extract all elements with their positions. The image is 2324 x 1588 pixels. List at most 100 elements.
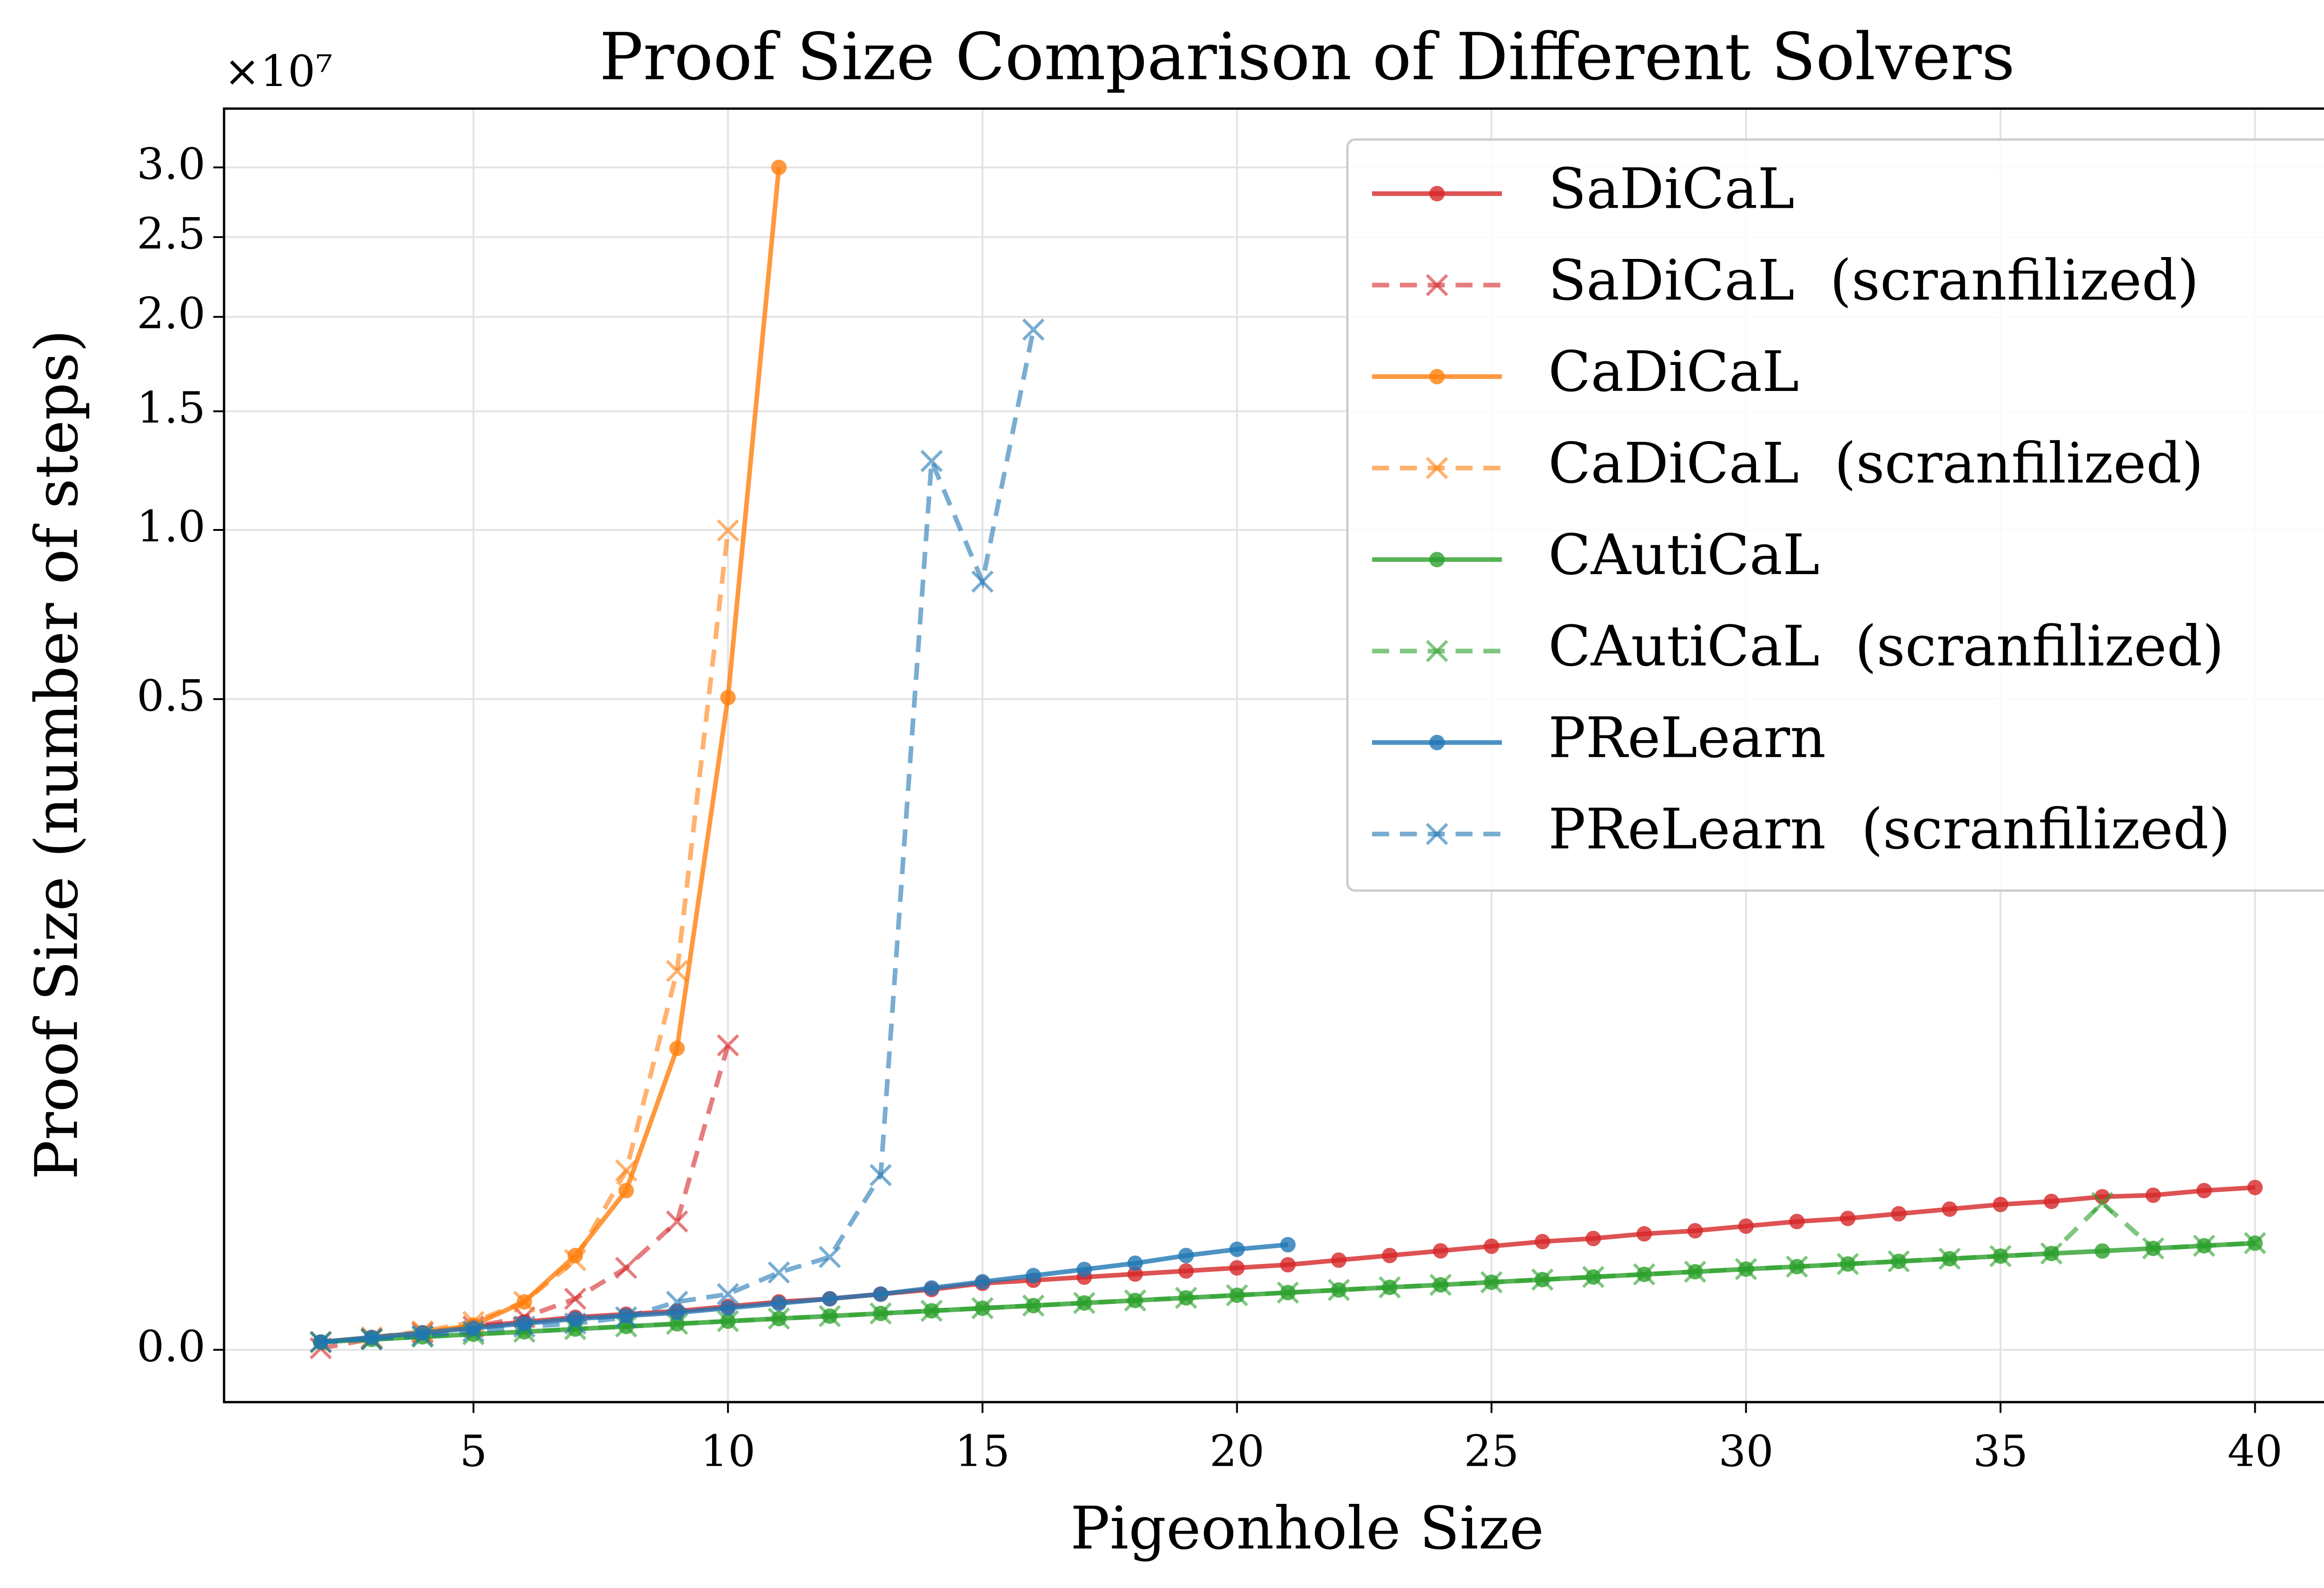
x-tick-label: 10 xyxy=(700,1426,755,1476)
x-tick-label: 35 xyxy=(1973,1426,2028,1476)
y-tick-label: 1.5 xyxy=(137,383,205,433)
data-point xyxy=(1127,1266,1143,1282)
data-point xyxy=(869,1302,892,1325)
data-point xyxy=(615,1315,638,1338)
data-point xyxy=(615,1159,638,1182)
data-point xyxy=(669,1040,685,1056)
y-tick-label: 1.0 xyxy=(137,501,205,551)
legend-label: CAutiCaL xyxy=(1548,523,1820,588)
data-point xyxy=(1178,1248,1194,1264)
data-point xyxy=(666,959,688,982)
x-tick-label: 15 xyxy=(955,1426,1010,1476)
legend-label: SaDiCaL xyxy=(1548,157,1795,222)
data-point xyxy=(717,519,739,542)
data-point xyxy=(1229,1241,1245,1257)
legend-label: PReLearn (scranfilized) xyxy=(1548,797,2231,862)
data-point xyxy=(1836,1253,1859,1275)
data-point xyxy=(771,159,787,175)
data-point xyxy=(720,689,736,706)
y-tick-label: 3.0 xyxy=(137,139,205,189)
data-point xyxy=(771,1296,787,1311)
data-point xyxy=(1280,1237,1296,1253)
data-point xyxy=(1684,1260,1706,1283)
data-point xyxy=(615,1306,638,1329)
data-point xyxy=(564,1287,587,1310)
data-point xyxy=(1178,1263,1194,1279)
data-point xyxy=(1993,1197,2008,1212)
data-point xyxy=(1891,1206,1907,1222)
data-point xyxy=(564,1249,587,1271)
legend-label: PReLearn xyxy=(1548,706,1826,770)
data-point xyxy=(767,1261,790,1284)
data-point xyxy=(924,1280,939,1296)
data-point xyxy=(1840,1211,1856,1226)
data-point xyxy=(1229,1260,1245,1276)
data-point xyxy=(720,1300,736,1316)
plot-frame xyxy=(223,107,2324,1403)
data-point xyxy=(1175,1286,1197,1309)
data-point xyxy=(873,1286,889,1302)
legend-box xyxy=(1346,138,2324,892)
data-point xyxy=(2247,1179,2263,1196)
data-point xyxy=(717,1310,739,1333)
series-line xyxy=(320,329,1036,1344)
y-axis-label: Proof Size (number of steps) xyxy=(22,330,91,1180)
x-tick-label: 25 xyxy=(1464,1426,1519,1476)
data-point xyxy=(717,1283,739,1305)
data-point xyxy=(975,1274,990,1290)
legend-label: CAutiCaL (scranfilized) xyxy=(1548,615,2224,679)
data-point xyxy=(1022,1294,1045,1317)
legend-marker xyxy=(1426,457,1448,479)
legend-label: CaDiCaL (scranfilized) xyxy=(1548,431,2204,496)
data-point xyxy=(666,1290,688,1313)
y-tick-label: 2.5 xyxy=(137,208,205,258)
data-point xyxy=(1786,1255,1808,1278)
y-tick-label: 2.0 xyxy=(137,288,205,338)
data-point xyxy=(1076,1262,1092,1277)
data-point xyxy=(1382,1248,1398,1264)
data-point xyxy=(513,1315,536,1338)
data-point xyxy=(717,1034,739,1057)
data-point xyxy=(819,1305,841,1328)
series-line xyxy=(320,1242,1288,1344)
data-point xyxy=(819,1246,841,1269)
data-point xyxy=(1022,318,1045,341)
data-point xyxy=(1073,1291,1096,1314)
legend-label: CaDiCaL xyxy=(1548,340,1799,404)
data-point xyxy=(1276,1281,1299,1304)
data-point xyxy=(2040,1242,2063,1265)
data-point xyxy=(1633,1263,1656,1286)
data-point xyxy=(822,1291,838,1307)
data-point xyxy=(1127,1255,1143,1271)
data-point xyxy=(1888,1250,1910,1273)
data-point xyxy=(1433,1243,1449,1259)
data-point xyxy=(411,1324,434,1347)
legend-marker xyxy=(1426,640,1448,662)
x-tick-label: 30 xyxy=(1718,1426,1773,1476)
legend-marker xyxy=(1429,185,1445,202)
data-point xyxy=(1531,1268,1554,1291)
data-point xyxy=(666,1312,688,1335)
data-point xyxy=(920,450,943,472)
data-point xyxy=(1484,1238,1499,1254)
data-point xyxy=(2091,1191,2114,1214)
data-point xyxy=(1585,1231,1601,1246)
data-point xyxy=(1735,1258,1757,1280)
data-point xyxy=(971,1297,994,1320)
data-point xyxy=(2094,1243,2110,1259)
x-tick-label: 40 xyxy=(2227,1426,2282,1476)
data-point xyxy=(1025,1268,1041,1284)
data-point xyxy=(310,1330,332,1353)
data-point xyxy=(564,1312,587,1335)
y-offset-label: ×10⁷ xyxy=(224,46,333,96)
data-point xyxy=(1429,1273,1452,1296)
data-point xyxy=(1378,1276,1401,1299)
chart-title: Proof Size Comparison of Different Solve… xyxy=(600,19,2015,94)
data-point xyxy=(920,1299,943,1322)
y-tick-label: 0.0 xyxy=(137,1321,205,1371)
data-point xyxy=(2244,1232,2266,1255)
data-point xyxy=(1480,1271,1503,1294)
data-point xyxy=(1534,1234,1551,1250)
data-point xyxy=(2043,1193,2060,1209)
